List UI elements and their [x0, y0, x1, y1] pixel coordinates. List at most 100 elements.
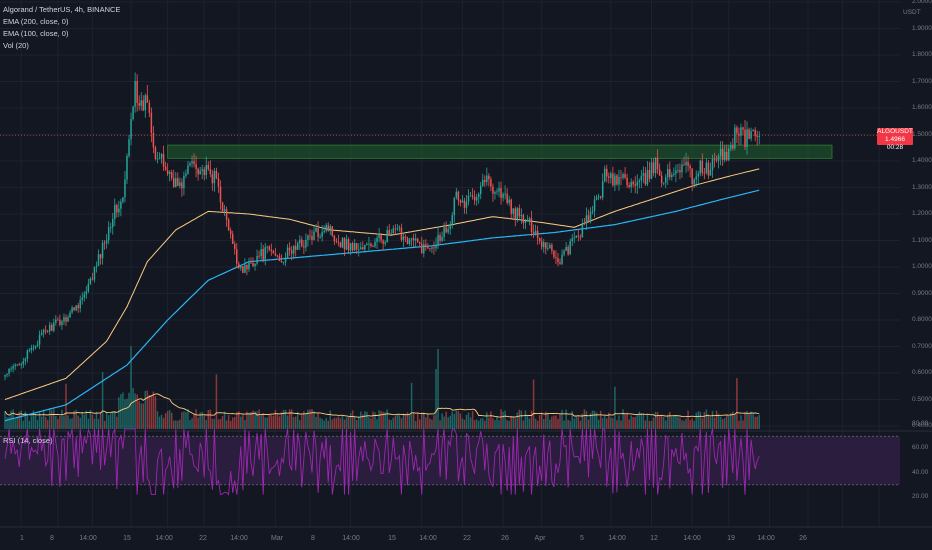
- candle[interactable]: [183, 171, 185, 196]
- candle[interactable]: [723, 145, 726, 163]
- candle[interactable]: [120, 198, 122, 217]
- candle[interactable]: [189, 161, 191, 167]
- candle[interactable]: [36, 340, 39, 348]
- candle[interactable]: [512, 208, 515, 219]
- candle[interactable]: [211, 169, 214, 191]
- candle[interactable]: [111, 213, 114, 235]
- candle[interactable]: [683, 156, 685, 167]
- candle[interactable]: [565, 242, 567, 251]
- candle[interactable]: [254, 263, 256, 271]
- candle[interactable]: [437, 227, 439, 250]
- candle[interactable]: [260, 242, 262, 261]
- candle[interactable]: [398, 225, 401, 232]
- candle[interactable]: [366, 242, 368, 246]
- candle[interactable]: [297, 241, 299, 250]
- candle[interactable]: [431, 246, 433, 253]
- candle[interactable]: [673, 167, 675, 177]
- candle[interactable]: [402, 232, 405, 248]
- candle[interactable]: [388, 224, 390, 235]
- candle[interactable]: [89, 276, 92, 285]
- candle[interactable]: [742, 126, 744, 136]
- candle[interactable]: [170, 169, 173, 181]
- candle[interactable]: [640, 169, 643, 189]
- candle[interactable]: [148, 99, 151, 118]
- candle[interactable]: [124, 171, 126, 203]
- candle[interactable]: [445, 221, 447, 234]
- candle[interactable]: [484, 175, 486, 187]
- candle[interactable]: [175, 172, 177, 188]
- candle[interactable]: [333, 234, 336, 245]
- candle[interactable]: [746, 121, 748, 155]
- candle[interactable]: [341, 236, 344, 249]
- candle[interactable]: [557, 252, 559, 267]
- symbol-title[interactable]: Algorand / TetherUS, 4h, BINANCE: [3, 5, 121, 14]
- candle[interactable]: [709, 162, 712, 176]
- candle[interactable]: [494, 190, 496, 200]
- candle[interactable]: [57, 316, 59, 321]
- candle[interactable]: [414, 233, 417, 247]
- candle[interactable]: [219, 180, 222, 210]
- candle[interactable]: [262, 244, 264, 263]
- candle[interactable]: [18, 362, 20, 366]
- candle[interactable]: [268, 245, 271, 252]
- candle[interactable]: [581, 218, 584, 238]
- candle[interactable]: [427, 242, 429, 250]
- candle[interactable]: [603, 165, 606, 183]
- candle[interactable]: [748, 127, 750, 140]
- candle[interactable]: [626, 173, 628, 188]
- candle[interactable]: [734, 124, 736, 151]
- candle[interactable]: [164, 161, 167, 171]
- candle[interactable]: [136, 74, 138, 112]
- candle[interactable]: [197, 167, 199, 181]
- candle[interactable]: [14, 362, 16, 371]
- candle[interactable]: [276, 254, 279, 258]
- candle[interactable]: [118, 200, 120, 217]
- candle[interactable]: [195, 155, 197, 178]
- candle[interactable]: [309, 229, 311, 241]
- candle[interactable]: [215, 167, 218, 180]
- candle[interactable]: [55, 315, 57, 326]
- candle[interactable]: [510, 198, 512, 219]
- candle[interactable]: [473, 190, 476, 205]
- candle[interactable]: [307, 234, 309, 247]
- candle[interactable]: [71, 305, 73, 315]
- candle[interactable]: [146, 84, 149, 103]
- candle[interactable]: [530, 210, 533, 237]
- candle[interactable]: [374, 238, 376, 248]
- candle[interactable]: [248, 257, 250, 272]
- candle[interactable]: [624, 167, 626, 180]
- candle[interactable]: [116, 203, 118, 218]
- candle[interactable]: [715, 155, 718, 163]
- candle[interactable]: [650, 157, 653, 180]
- candle[interactable]: [390, 229, 393, 235]
- candle[interactable]: [368, 237, 370, 251]
- candle[interactable]: [48, 321, 51, 335]
- candle[interactable]: [20, 362, 23, 369]
- candle[interactable]: [319, 233, 321, 239]
- candle[interactable]: [628, 182, 630, 189]
- candle[interactable]: [496, 188, 498, 195]
- candle[interactable]: [591, 205, 594, 215]
- ema200-legend[interactable]: EMA (200, close, 0): [3, 17, 69, 26]
- candle[interactable]: [561, 249, 563, 266]
- candle[interactable]: [177, 172, 179, 187]
- candle[interactable]: [447, 225, 449, 235]
- candle[interactable]: [469, 192, 472, 197]
- candle[interactable]: [26, 349, 29, 363]
- candle[interactable]: [620, 169, 622, 186]
- candle[interactable]: [689, 163, 691, 178]
- candle[interactable]: [185, 169, 187, 179]
- candle[interactable]: [225, 206, 228, 227]
- candle[interactable]: [290, 246, 293, 261]
- candle[interactable]: [392, 225, 395, 234]
- candle[interactable]: [256, 249, 258, 266]
- candle[interactable]: [34, 345, 37, 350]
- candle[interactable]: [461, 195, 464, 203]
- candle[interactable]: [134, 72, 136, 113]
- candle[interactable]: [669, 161, 671, 181]
- candle[interactable]: [482, 173, 484, 187]
- rsi-legend[interactable]: RSI (14, close): [3, 436, 53, 445]
- candle[interactable]: [168, 170, 171, 182]
- candle[interactable]: [46, 329, 49, 333]
- candle[interactable]: [526, 215, 529, 222]
